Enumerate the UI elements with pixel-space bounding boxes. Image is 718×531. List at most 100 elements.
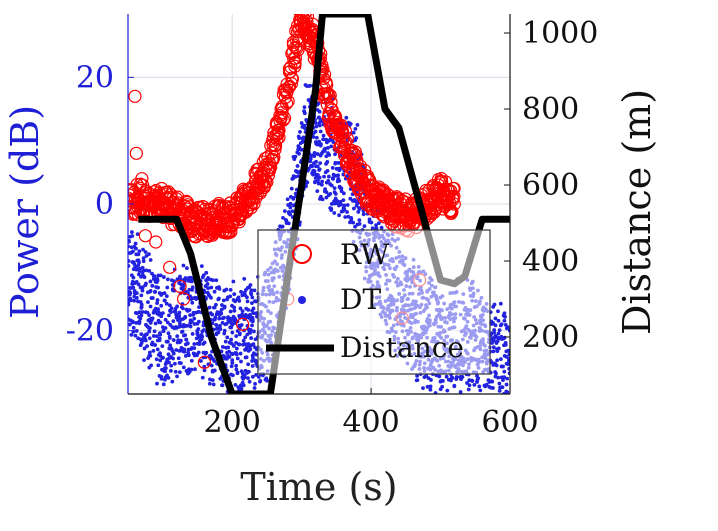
dt-point bbox=[239, 359, 243, 364]
dt-point bbox=[183, 276, 188, 280]
dt-point bbox=[163, 326, 168, 330]
y-left-tick-label: 0 bbox=[95, 187, 114, 222]
dt-point bbox=[160, 311, 165, 316]
dt-point bbox=[200, 375, 205, 380]
dt-point bbox=[317, 175, 322, 180]
dt-point bbox=[491, 321, 495, 325]
dt-point bbox=[232, 344, 236, 348]
dt-point bbox=[293, 154, 298, 159]
dt-point bbox=[131, 325, 136, 330]
dt-point bbox=[502, 335, 507, 340]
dt-point bbox=[168, 369, 173, 373]
dt-point bbox=[137, 319, 142, 324]
dt-point bbox=[246, 362, 251, 367]
dt-point bbox=[189, 367, 194, 372]
dt-point bbox=[173, 369, 178, 374]
dt-point bbox=[421, 386, 425, 391]
dt-point bbox=[160, 344, 165, 349]
dt-point bbox=[505, 325, 510, 330]
dt-point bbox=[321, 133, 326, 138]
dt-point bbox=[158, 331, 162, 336]
dt-point bbox=[159, 374, 164, 379]
dt-point bbox=[174, 348, 179, 352]
dt-point bbox=[507, 399, 511, 403]
dt-point bbox=[151, 348, 156, 353]
dt-point bbox=[220, 345, 225, 349]
dt-point bbox=[185, 323, 190, 328]
dt-point bbox=[153, 289, 158, 294]
dt-point bbox=[245, 332, 250, 337]
rw-point bbox=[291, 43, 305, 57]
dt-point bbox=[131, 285, 136, 290]
dt-point bbox=[300, 147, 304, 152]
dt-point bbox=[234, 334, 239, 339]
dt-point bbox=[249, 288, 254, 293]
dt-point bbox=[281, 215, 285, 220]
dt-point bbox=[195, 353, 199, 358]
dt-point bbox=[433, 391, 438, 394]
y-right-tick-label: 800 bbox=[522, 92, 579, 127]
dt-point bbox=[185, 341, 190, 346]
dt-point bbox=[223, 339, 228, 344]
dt-point bbox=[251, 342, 256, 346]
dt-point bbox=[502, 318, 507, 323]
dt-point bbox=[141, 247, 145, 252]
rw-point bbox=[324, 95, 338, 109]
dt-point bbox=[137, 260, 141, 265]
dt-point bbox=[302, 111, 307, 116]
dt-point bbox=[312, 150, 317, 155]
dt-point bbox=[316, 172, 320, 177]
dt-point bbox=[252, 288, 257, 293]
dt-point bbox=[355, 123, 360, 127]
dt-point bbox=[222, 328, 227, 333]
dt-point bbox=[211, 278, 215, 283]
dt-point bbox=[361, 212, 366, 217]
dt-point bbox=[460, 375, 465, 379]
dt-point bbox=[499, 322, 504, 327]
dt-point bbox=[314, 135, 319, 140]
dt-point bbox=[228, 287, 233, 292]
rw-point bbox=[149, 235, 163, 249]
dt-point bbox=[200, 334, 205, 339]
dt-point bbox=[201, 273, 206, 278]
dt-point bbox=[450, 376, 455, 380]
dt-point bbox=[331, 140, 336, 145]
dt-point bbox=[202, 340, 207, 345]
dt-point bbox=[496, 346, 501, 351]
dt-point bbox=[245, 295, 249, 300]
dt-point bbox=[175, 334, 180, 339]
dt-point bbox=[192, 342, 197, 346]
rw-point bbox=[173, 279, 187, 293]
dt-point bbox=[217, 296, 221, 301]
dt-point bbox=[139, 332, 144, 337]
dt-point bbox=[143, 250, 148, 254]
rw-point bbox=[348, 145, 362, 159]
dt-point bbox=[472, 382, 477, 387]
dt-point bbox=[178, 274, 182, 279]
dt-point bbox=[169, 306, 174, 311]
dt-point bbox=[503, 399, 507, 403]
rw-point bbox=[197, 355, 211, 369]
dt-point bbox=[167, 303, 172, 308]
dt-point bbox=[476, 376, 481, 381]
rw-point bbox=[274, 111, 288, 125]
dt-point bbox=[155, 347, 160, 352]
dt-point bbox=[147, 252, 151, 257]
dt-point bbox=[248, 283, 253, 287]
dt-point bbox=[211, 382, 216, 387]
y-right-tick-label: 400 bbox=[522, 244, 579, 279]
dt-point bbox=[290, 209, 295, 214]
dt-point bbox=[235, 356, 240, 361]
dt-point bbox=[198, 359, 203, 363]
dt-point bbox=[226, 345, 231, 350]
dt-point bbox=[470, 379, 475, 383]
dt-point bbox=[445, 388, 450, 393]
rw-point bbox=[247, 197, 261, 211]
dt-point bbox=[297, 151, 301, 156]
dt-point bbox=[239, 289, 243, 294]
dt-point bbox=[467, 383, 472, 388]
dt-point bbox=[357, 222, 362, 226]
dt-point bbox=[184, 337, 189, 342]
dt-point bbox=[133, 241, 138, 246]
dt-point bbox=[207, 305, 212, 310]
